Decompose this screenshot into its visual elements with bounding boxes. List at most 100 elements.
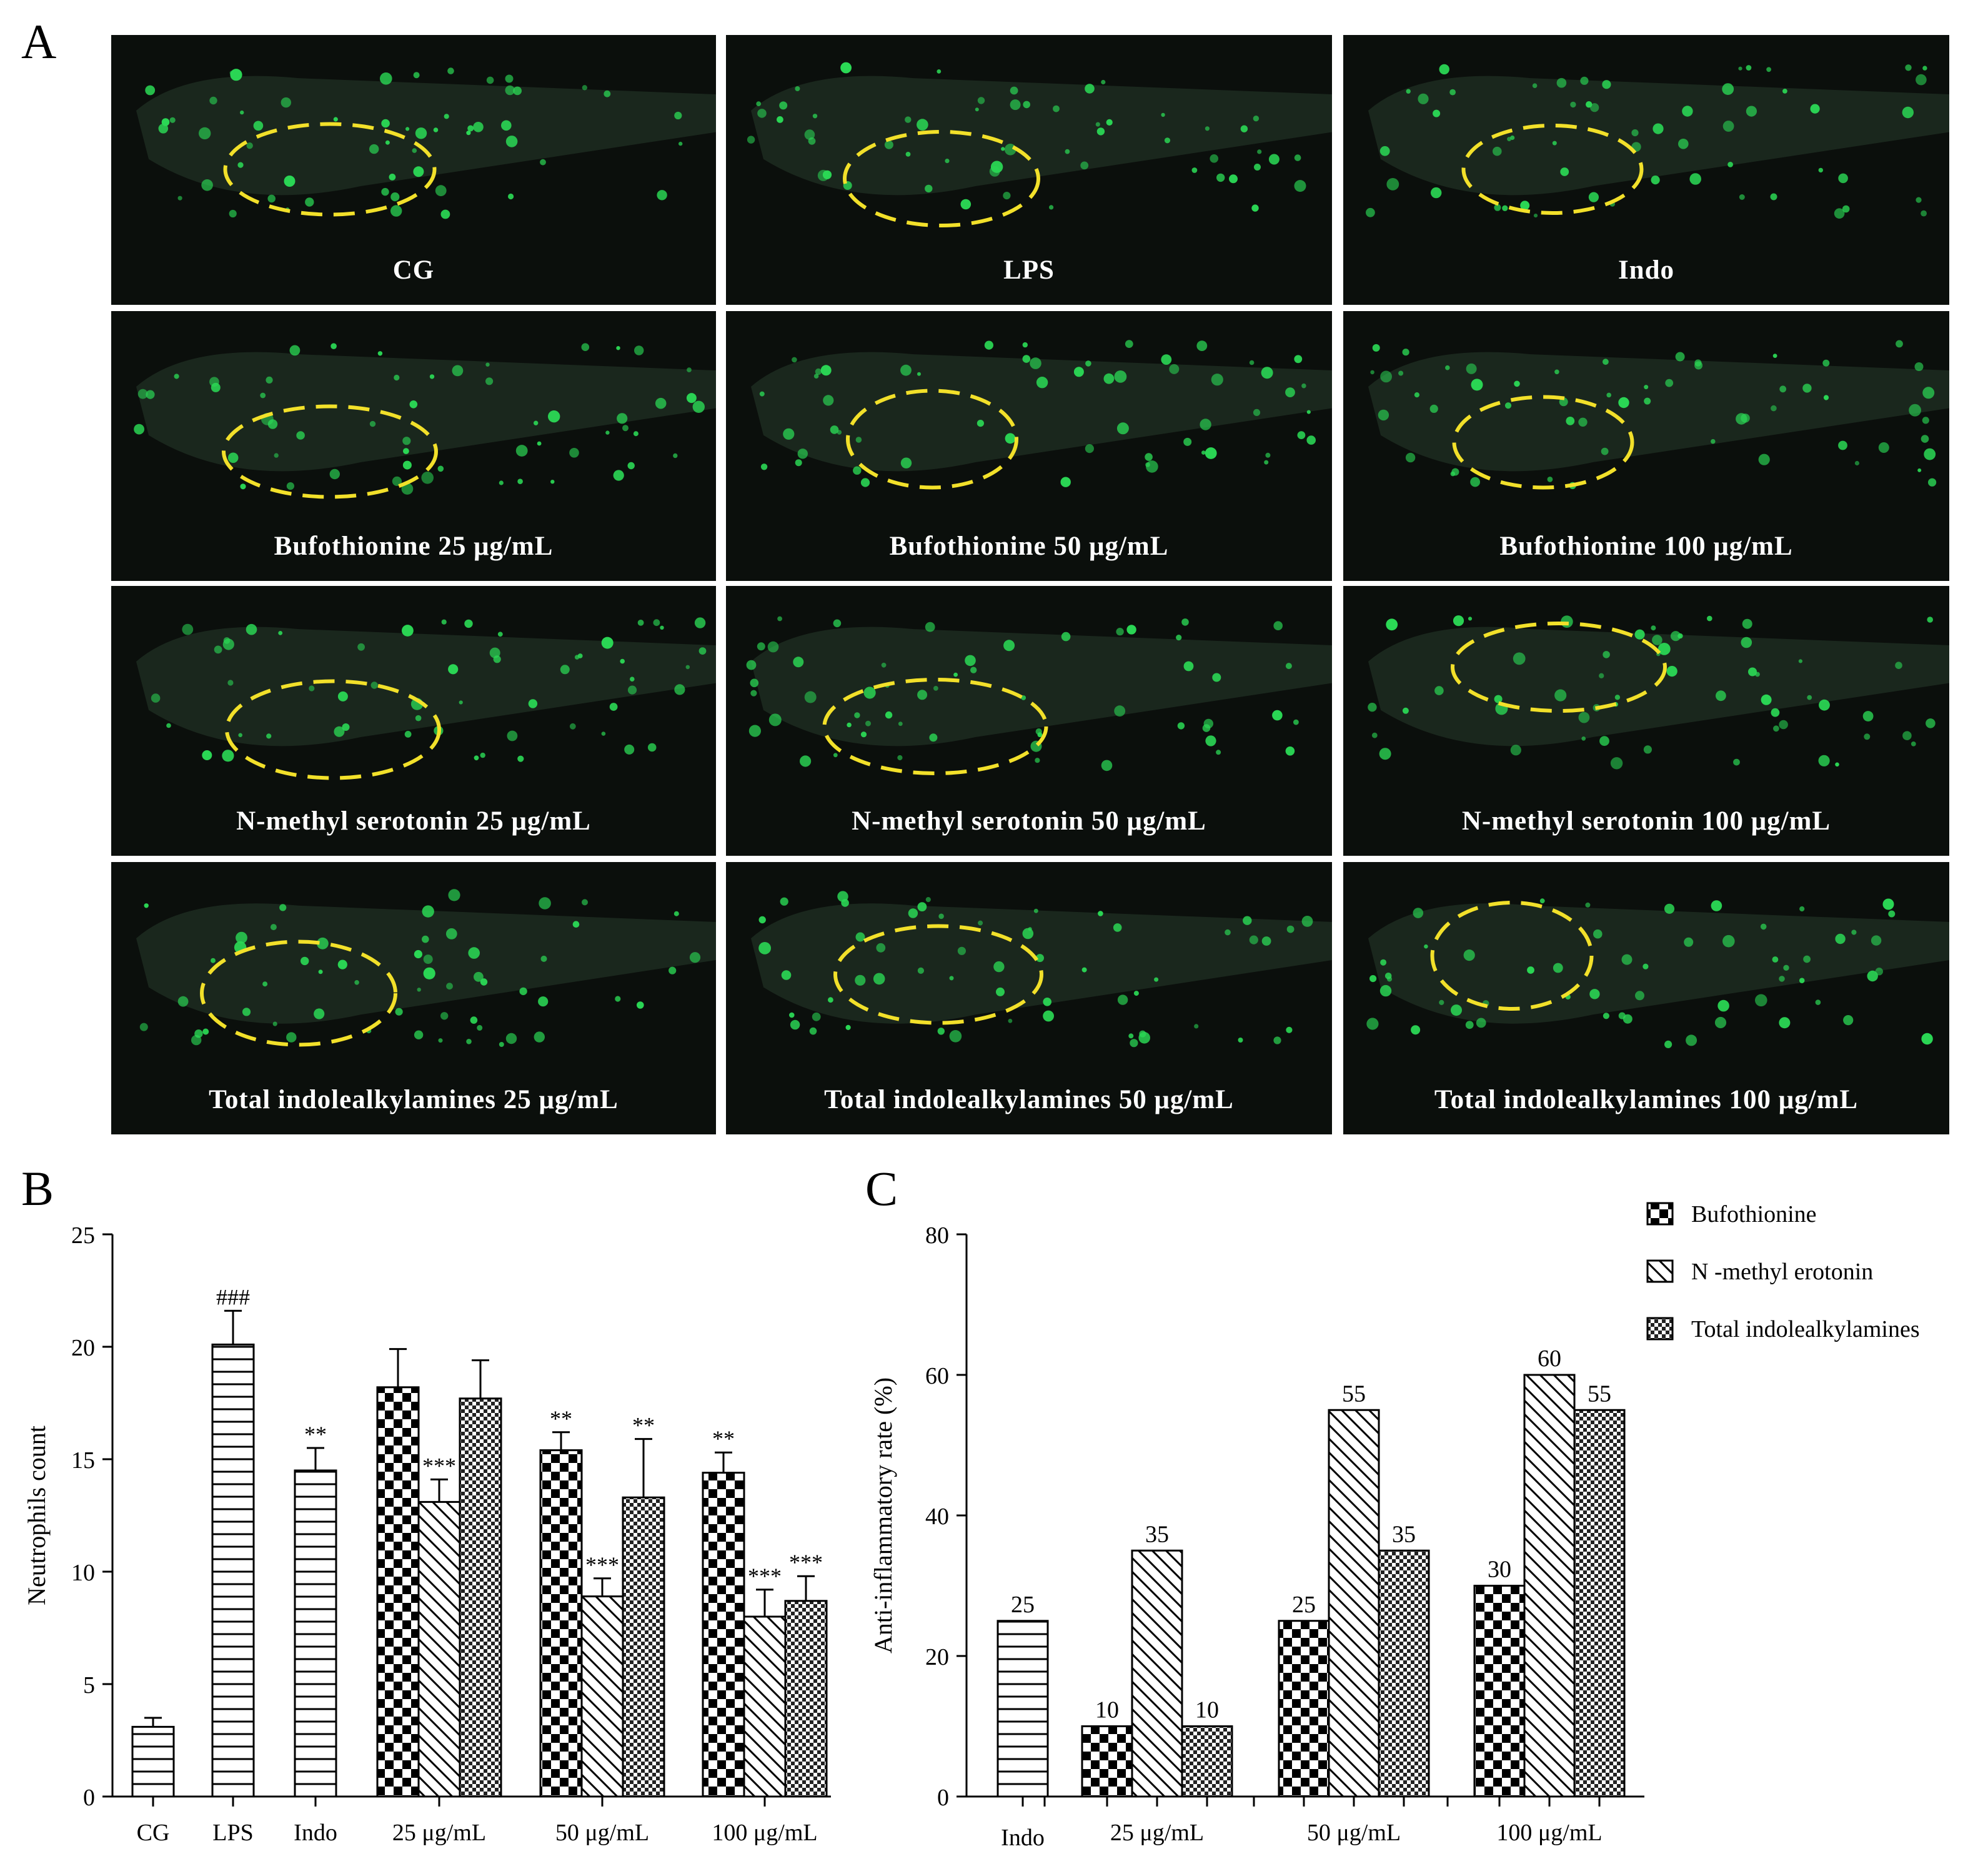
- neutrophil-dot: [1211, 374, 1223, 386]
- y-axis-title: Neutrophils count: [22, 1425, 51, 1605]
- neutrophil-dot: [1010, 99, 1021, 111]
- neutrophil-dot: [1882, 898, 1894, 910]
- neutrophil-dot: [1779, 976, 1785, 982]
- neutrophil-dot: [146, 390, 155, 399]
- neutrophil-dot: [550, 480, 555, 484]
- micrograph-label: Indo: [1618, 255, 1675, 285]
- neutrophil-dot: [845, 1024, 851, 1030]
- neutrophil-dot: [1116, 628, 1124, 636]
- neutrophil-dot: [415, 127, 427, 139]
- neutrophil-dot: [1921, 1033, 1933, 1045]
- neutrophil-dot: [422, 935, 429, 943]
- neutrophil-dot: [860, 478, 870, 487]
- neutrophil-dot: [238, 733, 242, 738]
- neutrophil-dot: [329, 468, 340, 480]
- bar-value-label: 35: [1145, 1521, 1169, 1547]
- neutrophil-dot: [414, 949, 422, 959]
- neutrophil-dot: [633, 431, 639, 437]
- bar: [1378, 1549, 1430, 1798]
- neutrophil-dot: [392, 476, 402, 486]
- legend-swatch: [1646, 1259, 1674, 1283]
- neutrophil-dot: [435, 185, 447, 197]
- neutrophil-dot: [390, 192, 400, 202]
- neutrophil-dot: [402, 460, 412, 470]
- neutrophil-dot: [1379, 984, 1392, 997]
- bar: [1473, 1585, 1526, 1798]
- neutrophil-dot: [1916, 197, 1922, 203]
- error-bar: [430, 1478, 448, 1502]
- neutrophil-dot: [582, 899, 588, 906]
- neutrophil-dot: [1799, 978, 1805, 983]
- neutrophil-dot: [1402, 707, 1409, 714]
- neutrophil-dot: [1268, 154, 1280, 165]
- neutrophil-dot: [698, 647, 707, 655]
- neutrophil-dot: [1634, 629, 1645, 640]
- neutrophil-dot: [480, 752, 485, 758]
- neutrophil-dot: [1818, 167, 1823, 173]
- neutrophil-dot: [1815, 999, 1821, 1005]
- neutrophil-dot: [540, 955, 547, 962]
- neutrophil-dot: [227, 452, 239, 464]
- zebrafish-image: [134, 343, 716, 499]
- neutrophil-dot: [466, 131, 471, 136]
- neutrophil-dot: [1030, 357, 1041, 369]
- neutrophil-dot: [161, 118, 170, 126]
- neutrophil-dot: [759, 391, 765, 397]
- neutrophil-dot: [1301, 383, 1306, 389]
- neutrophil-dot: [1366, 1018, 1379, 1030]
- neutrophil-dot: [394, 374, 400, 381]
- neutrophil-dot: [1671, 631, 1681, 642]
- neutrophil-dot: [655, 397, 667, 409]
- neutrophil-dot: [1470, 477, 1480, 487]
- neutrophil-dot: [1154, 977, 1159, 982]
- neutrophil-dot: [885, 711, 893, 719]
- neutrophil-dot: [1286, 925, 1295, 933]
- neutrophil-dot: [1001, 147, 1005, 151]
- neutrophil-dot: [863, 687, 876, 699]
- neutrophil-dot: [1771, 708, 1780, 717]
- neutrophil-dot: [1022, 342, 1028, 348]
- neutrophil-dot: [1652, 635, 1662, 645]
- neutrophil-dot: [917, 119, 928, 131]
- neutrophil-dot: [444, 114, 449, 119]
- neutrophil-dot: [809, 1027, 817, 1035]
- neutrophil-dot: [795, 86, 800, 91]
- neutrophil-dot: [1096, 127, 1105, 136]
- neutrophil-dot: [369, 420, 376, 427]
- yolk-outline: [225, 679, 441, 780]
- neutrophil-dot: [381, 119, 390, 128]
- neutrophil-dot: [1651, 625, 1656, 631]
- neutrophil-dot: [876, 943, 886, 953]
- neutrophil-dot: [1493, 146, 1502, 156]
- y-tick-label: 25: [71, 1222, 95, 1249]
- neutrophil-dot: [1414, 392, 1419, 398]
- neutrophil-dot: [1370, 370, 1374, 375]
- neutrophil-dot: [415, 715, 422, 721]
- neutrophil-dot: [421, 472, 434, 484]
- neutrophil-dot: [272, 1021, 277, 1026]
- bar: [1523, 1374, 1576, 1798]
- neutrophil-dot: [685, 665, 690, 670]
- neutrophil-dot: [823, 395, 834, 406]
- zebrafish-image: [747, 62, 1332, 227]
- neutrophil-dot: [1714, 1016, 1727, 1029]
- neutrophil-dot: [505, 1033, 517, 1044]
- neutrophil-dot: [647, 743, 657, 752]
- neutrophil-dot: [957, 946, 966, 955]
- neutrophil-dot: [182, 623, 194, 635]
- neutrophil-dot: [1418, 93, 1429, 104]
- neutrophil-dot: [1286, 1026, 1293, 1033]
- neutrophil-dot: [1760, 923, 1767, 930]
- micrograph-cell: Total indolealkylamines 50 μg/mL: [726, 862, 1332, 1134]
- neutrophil-dot: [402, 625, 414, 637]
- error-bar: [552, 1431, 570, 1450]
- neutrophil-dot: [1103, 373, 1115, 384]
- micrograph-cell: Bufothionine 100 μg/mL: [1343, 311, 1949, 581]
- neutrophil-dot: [1520, 201, 1530, 211]
- neutrophil-dot: [301, 956, 309, 966]
- neutrophil-dot: [1888, 910, 1896, 918]
- neutrophil-dot: [403, 448, 409, 454]
- neutrophil-dot: [1783, 964, 1789, 971]
- neutrophil-dot: [505, 85, 515, 96]
- neutrophil-dot: [1741, 414, 1750, 423]
